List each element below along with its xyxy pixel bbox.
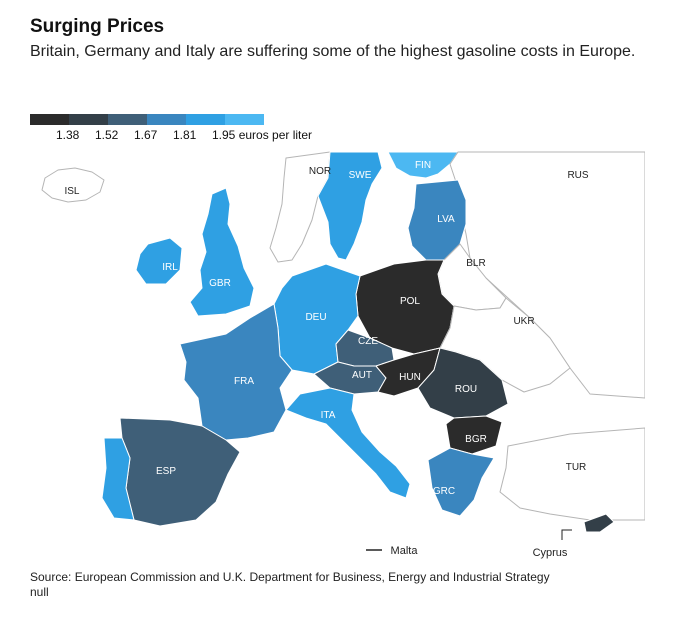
label-CZE: CZE bbox=[358, 336, 378, 347]
label-DEU: DEU bbox=[305, 312, 326, 323]
country-PRT bbox=[101, 437, 135, 521]
legend-bar bbox=[30, 114, 264, 125]
label-ISL: ISL bbox=[64, 186, 79, 197]
label-RUS: RUS bbox=[567, 170, 588, 181]
country-FRA bbox=[179, 303, 293, 441]
legend-swatch-6 bbox=[225, 114, 264, 125]
chart-subtitle: Britain, Germany and Italy are suffering… bbox=[30, 43, 636, 60]
label-UKR: UKR bbox=[513, 316, 534, 327]
label-IRL: IRL bbox=[162, 262, 178, 273]
legend-tick-3: 1.67 bbox=[134, 128, 158, 142]
label-AUT: AUT bbox=[352, 370, 372, 381]
label-POL: POL bbox=[400, 296, 420, 307]
cyprus-marker bbox=[561, 529, 572, 540]
country-ITA bbox=[285, 387, 411, 499]
label-LVA: LVA bbox=[437, 214, 455, 225]
country-GBR bbox=[189, 187, 255, 317]
label-BGR: BGR bbox=[465, 434, 487, 445]
legend-tick-4: 1.81 bbox=[173, 128, 197, 142]
legend-tick-1: 1.38 bbox=[56, 128, 80, 142]
legend-swatch-4 bbox=[147, 114, 186, 125]
legend-tick-2: 1.52 bbox=[95, 128, 119, 142]
label-ROU: ROU bbox=[455, 384, 477, 395]
label-FIN: FIN bbox=[415, 160, 431, 171]
legend-tick-5: 1.95 euros per liter bbox=[212, 128, 313, 142]
label-TUR: TUR bbox=[566, 462, 587, 473]
label-FRA: FRA bbox=[234, 376, 254, 387]
legend-swatch-1 bbox=[30, 114, 69, 125]
label-ESP: ESP bbox=[156, 466, 176, 477]
legend-ticks: 1.38 1.52 1.67 1.81 1.95 euros per liter bbox=[30, 125, 312, 142]
label-ITA: ITA bbox=[321, 410, 336, 421]
label-Cyprus: Cyprus bbox=[533, 547, 568, 559]
country-TUR bbox=[499, 427, 645, 521]
footnote-text: null bbox=[30, 585, 49, 599]
label-Malta: Malta bbox=[391, 545, 419, 557]
country-ISL bbox=[41, 167, 105, 203]
label-HUN: HUN bbox=[399, 372, 421, 383]
legend-swatch-2 bbox=[69, 114, 108, 125]
chart-title: Surging Prices bbox=[30, 16, 165, 37]
country-GRC bbox=[427, 447, 495, 517]
label-NOR: NOR bbox=[309, 166, 331, 177]
legend-swatch-5 bbox=[186, 114, 225, 125]
source-note: Source: European Commission and U.K. Dep… bbox=[30, 570, 550, 600]
legend-swatch-3 bbox=[108, 114, 147, 125]
europe-choropleth-map: ISL NOR SWE FIN RUS LVA BLR IRL GBR POL … bbox=[41, 151, 645, 559]
source-text: Source: European Commission and U.K. Dep… bbox=[30, 570, 550, 584]
country-IRL bbox=[135, 237, 183, 285]
color-legend: 1.38 1.52 1.67 1.81 1.95 euros per liter bbox=[30, 114, 312, 142]
label-GBR: GBR bbox=[209, 278, 231, 289]
country-Cyprus bbox=[583, 513, 615, 533]
label-BLR: BLR bbox=[466, 258, 485, 269]
label-SWE: SWE bbox=[349, 170, 372, 181]
country-SWE bbox=[317, 151, 383, 261]
label-GRC: GRC bbox=[433, 486, 455, 497]
